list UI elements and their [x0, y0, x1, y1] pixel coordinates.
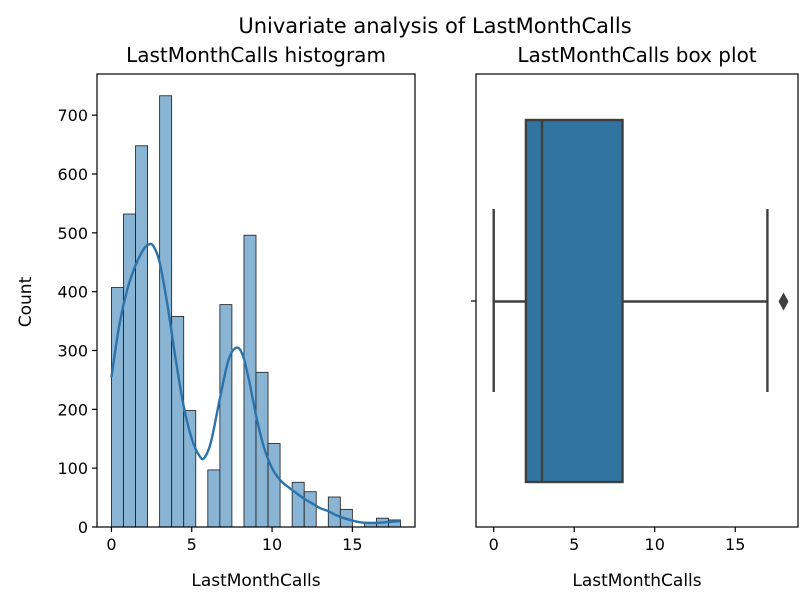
- histogram-axes-frame: [96, 73, 416, 528]
- histogram-bars: [111, 95, 401, 528]
- histogram-bar: [135, 145, 148, 528]
- boxplot-elements: [492, 118, 789, 484]
- histogram-x-tick-label: 5: [187, 535, 197, 554]
- histogram-bar: [219, 304, 233, 528]
- histogram-y-tick-label: 0: [78, 518, 88, 537]
- histogram-x-ticks: 0 5 10 15: [106, 527, 363, 554]
- histogram-bar: [267, 443, 281, 528]
- histogram-title: LastMonthCalls histogram: [126, 43, 386, 67]
- histogram-y-tick-label: 300: [57, 342, 88, 361]
- histogram-y-tick-label: 500: [57, 224, 88, 243]
- histogram-kde-line: [110, 242, 401, 525]
- histogram-y-tick-label: 400: [57, 283, 88, 302]
- histogram-y-tick-label: 600: [57, 165, 88, 184]
- histogram-bar: [291, 481, 305, 528]
- histogram-bar: [207, 469, 221, 528]
- histogram-x-tick-label: 10: [262, 535, 282, 554]
- boxplot-x-tick-label: 0: [489, 535, 499, 554]
- histogram-y-tick-label: 100: [57, 459, 88, 478]
- figure-title: Univariate analysis of LastMonthCalls: [238, 14, 631, 38]
- histogram-y-ticks: 0 100 200 300 400 500 600 700: [57, 106, 97, 537]
- histogram-bar: [159, 95, 173, 528]
- histogram-y-tick-label: 700: [57, 106, 88, 125]
- histogram-x-tick-label: 15: [342, 535, 362, 554]
- boxplot-x-axis-label: LastMonthCalls: [572, 571, 701, 591]
- histogram-x-tick-label: 0: [106, 535, 116, 554]
- histogram-bar: [255, 371, 269, 528]
- histogram-panel: LastMonthCalls histogram 0 5 10 15 0 100 200 3…: [16, 43, 416, 591]
- boxplot-x-tick-label: 5: [569, 535, 579, 554]
- boxplot-outlier: [778, 292, 789, 311]
- boxplot-x-tick-label: 15: [725, 535, 745, 554]
- histogram-bar: [303, 491, 317, 528]
- boxplot-box: [524, 118, 624, 484]
- histogram-y-tick-label: 200: [57, 400, 88, 419]
- histogram-y-axis-label: Count: [16, 276, 36, 327]
- boxplot-x-ticks: 0 5 10 15: [489, 527, 745, 554]
- histogram-bar: [123, 213, 136, 528]
- boxplot-title: LastMonthCalls box plot: [517, 43, 756, 67]
- boxplot-x-tick-label: 10: [645, 535, 665, 554]
- histogram-bar: [111, 287, 124, 528]
- boxplot-panel: LastMonthCalls box plot 0 5 10 15 LastMonth…: [471, 43, 799, 591]
- histogram-x-axis-label: LastMonthCalls: [191, 571, 320, 591]
